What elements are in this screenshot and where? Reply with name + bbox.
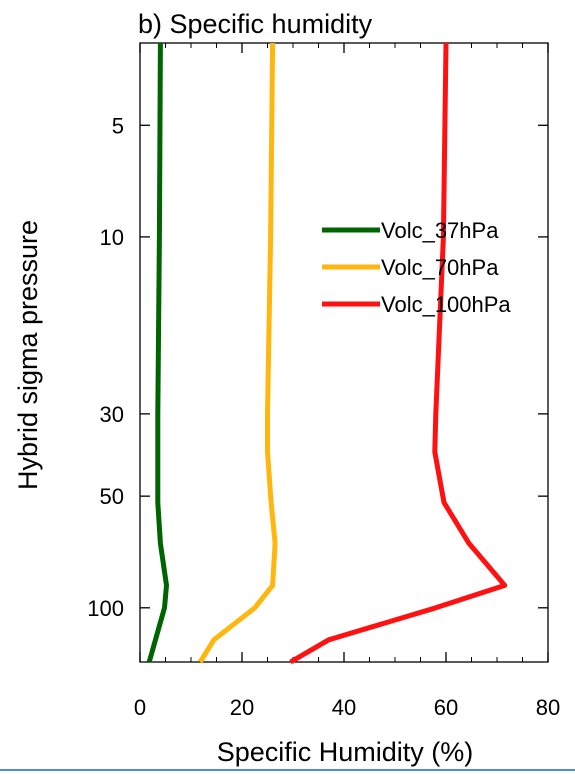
- x-tick-label: 20: [230, 695, 254, 720]
- legend: Volc_37hPa Volc_70hPa Volc_100hPa: [322, 218, 511, 317]
- legend-label: Volc_70hPa: [381, 255, 499, 280]
- x-tick-label: 0: [134, 695, 146, 720]
- bottom-divider: [0, 769, 575, 771]
- x-tick-label: 60: [434, 695, 458, 720]
- series-line-volc-100hpa: [289, 42, 508, 665]
- legend-label: Volc_100hPa: [381, 292, 511, 317]
- x-axis-ticks: 0 20 40 60 80: [134, 43, 560, 720]
- chart-title: b) Specific humidity: [138, 9, 373, 39]
- x-tick-label: 40: [332, 695, 356, 720]
- y-tick-label: 5: [112, 113, 124, 138]
- x-axis-label: Specific Humidity (%): [217, 737, 474, 767]
- legend-label: Volc_37hPa: [381, 218, 499, 243]
- plot-border: [139, 42, 549, 663]
- y-axis-ticks: 5 10 30 50 100: [87, 113, 548, 621]
- y-tick-label: 50: [100, 484, 124, 509]
- plot-frame: [139, 42, 549, 663]
- x-tick-label: 80: [536, 695, 560, 720]
- series-line-volc-37hpa: [146, 42, 169, 663]
- y-tick-label: 100: [87, 596, 124, 621]
- series-line-volc-70hpa: [198, 42, 278, 664]
- y-axis-label: Hybrid sigma pressure: [13, 220, 43, 490]
- y-tick-label: 10: [100, 225, 124, 250]
- y-tick-label: 30: [100, 402, 124, 427]
- series-lines: [146, 42, 508, 665]
